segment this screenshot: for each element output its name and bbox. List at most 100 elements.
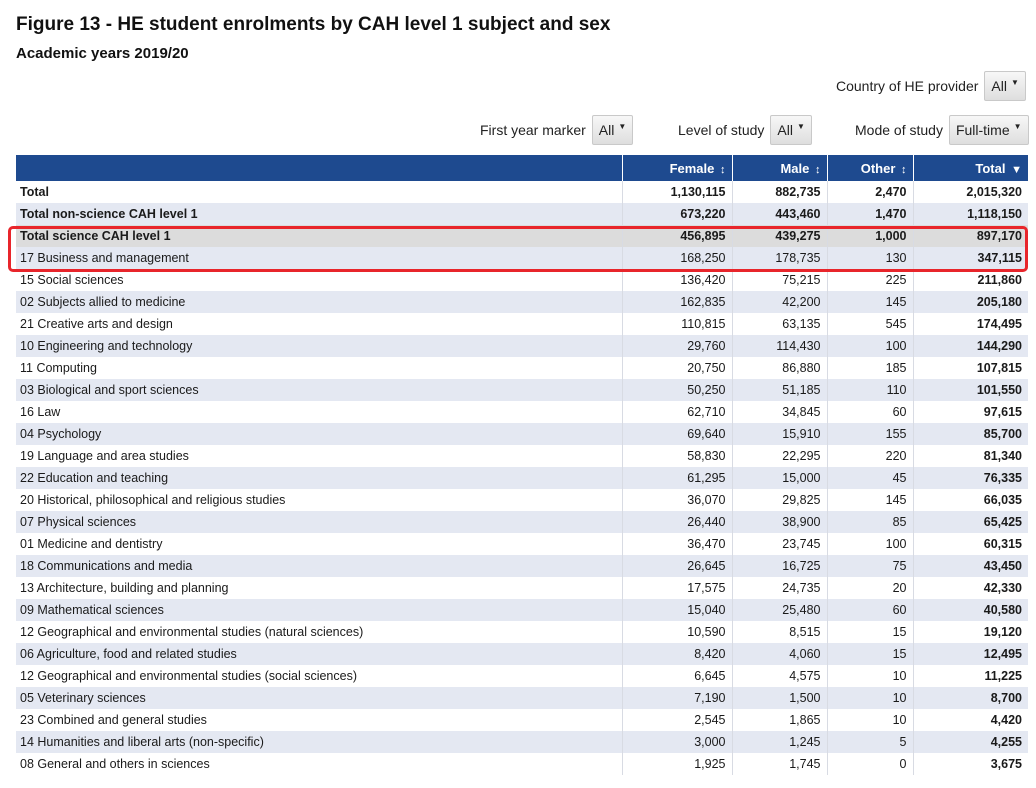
cell-other: 10 (827, 709, 914, 731)
cell-male: 114,430 (732, 335, 828, 357)
row-subject: 23 Combined and general studies (16, 709, 623, 731)
header-other[interactable]: Other ↕ (827, 155, 914, 181)
table-row: 04 Psychology 69,640 15,910 155 85,700 (16, 423, 1028, 445)
caret-down-icon: ▼ (1013, 121, 1022, 131)
sort-desc-icon: ▼ (1011, 163, 1022, 176)
filter-mode: Mode of study Full-time ▼ (855, 115, 1029, 145)
cell-male: 1,245 (732, 731, 828, 753)
row-subject: 07 Physical sciences (16, 511, 623, 533)
cell-other: 100 (827, 533, 914, 555)
row-subject: Total (16, 181, 623, 203)
cell-total: 347,115 (913, 247, 1028, 269)
filter-first-year-select[interactable]: All ▼ (591, 115, 634, 145)
header-label: Female (669, 160, 715, 176)
cell-total: 174,495 (976, 317, 1022, 331)
enrolments-table: Female ↕ Male ↕ Other ↕ Total ▼ Total 1,130,… (16, 155, 1028, 775)
filter-level-select[interactable]: All ▼ (770, 115, 812, 145)
cell-total: 43,450 (913, 555, 1028, 577)
cell-other: 145 (827, 489, 914, 511)
cell-female: 1,925 (622, 753, 733, 775)
cell-other: 225 (827, 269, 914, 291)
table-row: Total science CAH level 1 456,895 439,275 1… (16, 225, 1028, 247)
row-subject: 19 Language and area studies (16, 445, 623, 467)
filter-level-label: Level of study (678, 122, 765, 138)
header-total[interactable]: Total ▼ (913, 155, 1028, 181)
cell-female: 110,815 (622, 313, 733, 335)
sort-updown-icon: ↕ (720, 163, 726, 176)
row-subject: 04 Psychology (16, 423, 623, 445)
cell-other: 545 (827, 313, 914, 335)
table-row: 20 Historical, philosophical and religio… (16, 489, 1028, 511)
cell-total: 81,340 (983, 449, 1022, 463)
cell-male: 15,910 (732, 423, 828, 445)
cell-female: 7,190 (622, 687, 733, 709)
table-row: 09 Mathematical sciences 15,040 25,480 60 40… (16, 599, 1028, 621)
page-subtitle: Academic years 2019/20 (16, 45, 189, 62)
cell-female: 162,835 (622, 291, 733, 313)
header-label: Male (780, 160, 810, 176)
cell-total: 66,035 (983, 493, 1022, 507)
row-subject: 05 Veterinary sciences (16, 687, 623, 709)
cell-male: 15,000 (732, 467, 828, 489)
row-subject: 13 Architecture, building and planning (16, 577, 623, 599)
table-row: 13 Architecture, building and planning 17… (16, 577, 1028, 599)
table-row: 19 Language and area studies 58,830 22,295… (16, 445, 1028, 467)
cell-other: 10 (827, 665, 914, 687)
header-female[interactable]: Female ↕ (622, 155, 733, 181)
row-subject: 16 Law (16, 401, 623, 423)
cell-other: 45 (827, 467, 914, 489)
cell-other: 5 (827, 731, 914, 753)
cell-female: 10,590 (622, 621, 733, 643)
table-row: 03 Biological and sport sciences 50,250 51… (16, 379, 1028, 401)
cell-female: 20,750 (622, 357, 733, 379)
cell-other: 185 (827, 357, 914, 379)
row-subject: 17 Business and management (16, 247, 623, 269)
cell-total: 107,815 (976, 361, 1022, 375)
cell-male: 24,735 (732, 577, 828, 599)
cell-female: 36,070 (622, 489, 733, 511)
cell-female: 29,760 (622, 335, 733, 357)
table-row: 06 Agriculture, food and related studies… (16, 643, 1028, 665)
cell-male: 34,845 (732, 401, 828, 423)
table-row: 23 Combined and general studies 2,545 1,86… (16, 709, 1028, 731)
cell-total: 144,290 (913, 335, 1028, 357)
header-label: Total (975, 160, 1006, 176)
header-male[interactable]: Male ↕ (732, 155, 828, 181)
table-row: 22 Education and teaching 61,295 15,000 45 7… (16, 467, 1028, 489)
cell-female: 26,645 (622, 555, 733, 577)
cell-female: 17,575 (622, 577, 733, 599)
row-subject: 06 Agriculture, food and related studies (16, 643, 623, 665)
table-header-row: Female ↕ Male ↕ Other ↕ Total ▼ (16, 155, 1028, 181)
filter-mode-select[interactable]: Full-time ▼ (948, 115, 1029, 145)
cell-other: 220 (827, 445, 914, 467)
cell-total: 97,615 (983, 405, 1022, 419)
row-subject: 21 Creative arts and design (16, 313, 623, 335)
cell-total: 11,225 (984, 669, 1022, 683)
filter-country-select[interactable]: All ▼ (984, 71, 1026, 101)
cell-female: 26,440 (622, 511, 733, 533)
cell-total: 205,180 (913, 291, 1028, 313)
cell-female: 1,130,115 (622, 181, 733, 203)
cell-total: 4,255 (913, 731, 1028, 753)
table-row: Total 1,130,115 882,735 2,470 2,015,320 (16, 181, 1028, 203)
cell-female: 456,895 (622, 225, 733, 247)
cell-female: 6,645 (622, 665, 733, 687)
cell-male: 29,825 (732, 489, 828, 511)
row-subject: 02 Subjects allied to medicine (16, 291, 623, 313)
row-subject: 14 Humanities and liberal arts (non-spec… (16, 731, 623, 753)
row-subject: 18 Communications and media (16, 555, 623, 577)
sort-updown-icon: ↕ (901, 163, 907, 176)
cell-male: 4,060 (732, 643, 828, 665)
cell-other: 15 (827, 643, 914, 665)
cell-total: 211,860 (977, 273, 1023, 287)
cell-male: 38,900 (732, 511, 828, 533)
table-row: 10 Engineering and technology 29,760 114,4… (16, 335, 1028, 357)
cell-total: 101,550 (913, 379, 1028, 401)
table-row: 01 Medicine and dentistry 36,470 23,745 100… (16, 533, 1028, 555)
cell-other: 2,470 (827, 181, 914, 203)
header-subject (16, 155, 623, 181)
cell-female: 58,830 (622, 445, 733, 467)
table-row: 05 Veterinary sciences 7,190 1,500 10 8,700 (16, 687, 1028, 709)
cell-total: 1,118,150 (913, 203, 1028, 225)
table-row: Total non-science CAH level 1 673,220 443,… (16, 203, 1028, 225)
